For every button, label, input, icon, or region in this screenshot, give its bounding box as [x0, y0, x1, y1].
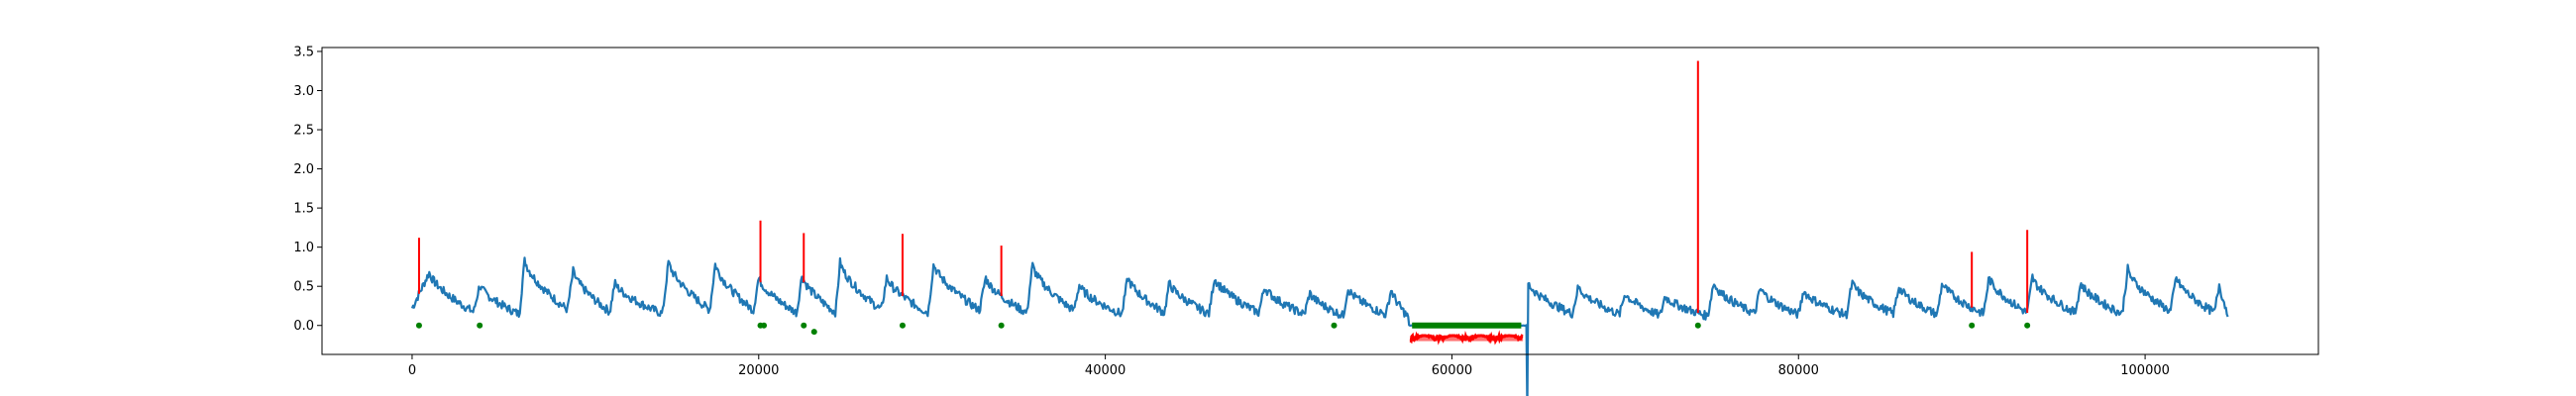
plot-area-frame	[321, 47, 2319, 355]
y-tick-label: 2.5	[293, 124, 314, 139]
x-tick-label: 20000	[738, 363, 779, 378]
marker-point	[801, 322, 807, 329]
marker-point	[477, 322, 483, 329]
y-tick-label: 3.0	[293, 84, 314, 99]
x-tick-label: 80000	[1778, 363, 1819, 378]
marker-point	[1694, 322, 1701, 329]
anomaly-series	[417, 60, 2029, 346]
signal-series	[410, 256, 2229, 396]
y-axis: 0.0 0.5 1.0 1.5 2.0 2.5 3.0 3.5	[293, 45, 322, 334]
x-tick-label: 40000	[1085, 363, 1126, 378]
x-tick-label: 100000	[2120, 363, 2170, 378]
anomaly-band-fill	[1410, 336, 1524, 342]
marker-point	[1969, 322, 1976, 329]
x-axis: 0 20000 40000 60000 80000 100000	[408, 354, 2170, 378]
y-tick-label: 2.0	[293, 162, 314, 177]
y-tick-label: 0.5	[293, 280, 314, 295]
marker-point	[761, 322, 768, 329]
x-tick-label: 60000	[1432, 363, 1472, 378]
marker-point	[899, 322, 906, 329]
signal-line	[410, 256, 2229, 396]
marker-point	[415, 322, 422, 329]
y-tick-label: 0.0	[293, 319, 314, 334]
y-tick-label: 1.0	[293, 241, 314, 255]
marker-point	[998, 322, 1005, 329]
y-tick-label: 1.5	[293, 202, 314, 217]
y-tick-label: 3.5	[293, 45, 314, 59]
marker-point	[2024, 322, 2031, 329]
marker-point	[810, 329, 817, 336]
x-tick-label: 0	[408, 363, 416, 378]
marker-series	[415, 322, 2031, 336]
marker-point	[1331, 322, 1338, 329]
